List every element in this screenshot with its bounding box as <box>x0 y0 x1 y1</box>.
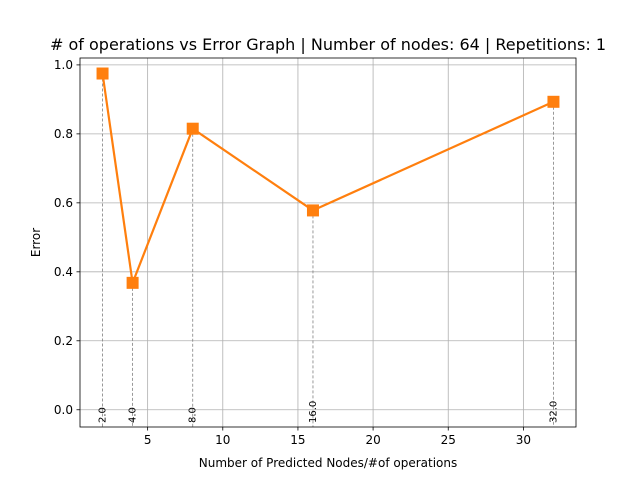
y-tick-label: 0.2 <box>54 334 73 348</box>
drop-lines <box>102 73 554 427</box>
ticks: 5 10 15 20 25 30 0.0 0.2 0.4 0.6 0.8 1.0 <box>54 58 531 447</box>
point-label: 32.0 <box>548 401 559 423</box>
point-label: 2.0 <box>98 407 109 423</box>
x-tick-label: 10 <box>215 433 230 447</box>
point-labels: 2.0 4.0 8.0 16.0 32.0 <box>98 401 560 423</box>
y-tick-label: 0.8 <box>54 127 73 141</box>
x-tick-label: 15 <box>290 433 305 447</box>
chart-title: # of operations vs Error Graph | Number … <box>50 35 606 54</box>
x-tick-label: 20 <box>365 433 380 447</box>
y-tick-label: 0.4 <box>54 265 73 279</box>
data-point-marker <box>96 67 109 80</box>
y-axis-label: Error <box>29 228 43 257</box>
data-point-marker <box>126 276 139 289</box>
y-tick-label: 1.0 <box>54 58 73 72</box>
data-point-marker <box>547 95 560 108</box>
data-point-marker <box>186 122 199 135</box>
y-tick-label: 0.6 <box>54 196 73 210</box>
y-tick-label: 0.0 <box>54 403 73 417</box>
point-label: 8.0 <box>188 407 199 423</box>
x-tick-label: 25 <box>441 433 456 447</box>
point-label: 16.0 <box>308 401 319 423</box>
x-tick-label: 5 <box>144 433 152 447</box>
x-axis-label: Number of Predicted Nodes/#of operations <box>199 456 457 470</box>
grid <box>80 58 576 427</box>
series <box>96 67 560 289</box>
point-label: 4.0 <box>128 407 139 423</box>
plot-frame <box>79 57 577 428</box>
x-tick-label: 30 <box>516 433 531 447</box>
data-point-marker <box>306 204 319 217</box>
